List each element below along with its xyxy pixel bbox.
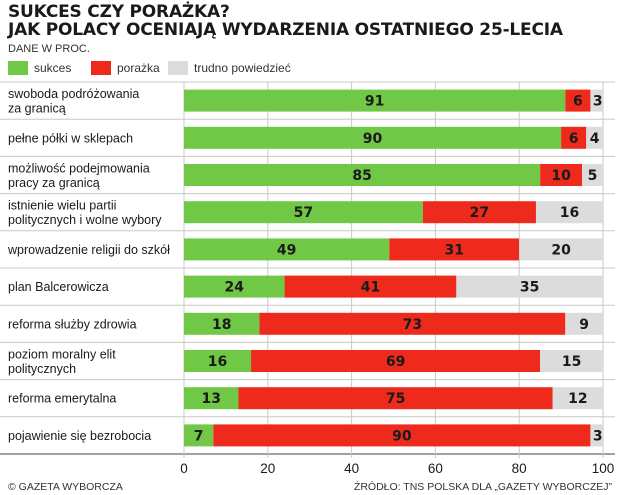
- bar-segment-porazka: [213, 424, 591, 447]
- x-tick-label: 80: [512, 461, 527, 476]
- data-label-sukces: 57: [294, 205, 313, 221]
- bar-segment-porazka: [284, 275, 457, 298]
- bar-segment-porazka: [422, 201, 536, 224]
- data-label-trudno-powiedziec: 3: [593, 428, 603, 444]
- bar-segment-sukces: [184, 238, 390, 261]
- data-label-trudno-powiedziec: 16: [560, 205, 579, 221]
- bar-segment-trudno-powiedziec: [540, 350, 603, 372]
- bar-segment-sukces: [184, 424, 214, 447]
- chart-title-line-1: SUKCES CZY PORAŻKA?: [8, 2, 230, 22]
- data-label-trudno-powiedziec: 20: [551, 242, 571, 258]
- bar-segment-porazka: [565, 89, 591, 112]
- data-label-porazka: 31: [445, 242, 464, 258]
- data-label-trudno-powiedziec: 9: [579, 317, 589, 333]
- data-label-porazka: 73: [403, 317, 422, 333]
- copyright-note: © GAZETA WYBORCZA: [8, 481, 123, 493]
- bar-segment-trudno-powiedziec: [552, 387, 603, 410]
- data-label-sukces: 91: [365, 94, 384, 110]
- bar-segment-trudno-powiedziec: [586, 126, 603, 149]
- data-label-porazka: 6: [573, 94, 583, 110]
- x-tick-label: 60: [428, 461, 443, 476]
- category-label: możliwość podejmowania: [8, 161, 150, 175]
- legend: sukces porażka trudno powiedzieć: [8, 60, 620, 76]
- category-label: plan Balcerowicza: [8, 280, 109, 294]
- x-tick-label: 0: [180, 461, 188, 476]
- legend-item-trudno-powiedziec: trudno powiedzieć: [168, 60, 291, 76]
- bar-segment-trudno-powiedziec: [565, 312, 603, 335]
- data-label-trudno-powiedziec: 4: [590, 131, 600, 147]
- category-label: reforma służby zdrowia: [8, 317, 137, 331]
- legend-label-porazka: porażka: [117, 61, 160, 75]
- bar-segment-sukces: [184, 126, 562, 149]
- data-label-porazka: 75: [386, 391, 405, 407]
- data-label-porazka: 41: [361, 280, 380, 296]
- chart-title-line-2: JAK POLACY OCENIAJĄ WYDARZENIA OSTATNIEG…: [8, 20, 563, 40]
- bar-segment-porazka: [561, 126, 587, 149]
- legend-item-sukces: sukces: [8, 60, 71, 76]
- bar-segment-trudno-powiedziec: [456, 275, 603, 298]
- data-label-sukces: 85: [352, 168, 371, 184]
- legend-item-porazka: porażka: [91, 60, 160, 76]
- data-label-porazka: 10: [551, 168, 571, 184]
- category-label: swoboda podróżowania: [8, 87, 139, 101]
- data-label-trudno-powiedziec: 3: [593, 94, 603, 110]
- data-label-porazka: 69: [386, 354, 405, 370]
- bar-segment-trudno-powiedziec: [519, 238, 603, 261]
- category-label: reforma emerytalna: [8, 392, 116, 406]
- bar-segment-trudno-powiedziec: [590, 424, 603, 447]
- bar-segment-sukces: [184, 350, 252, 372]
- data-label-sukces: 90: [363, 131, 383, 147]
- legend-swatch-porazka: [91, 61, 111, 75]
- legend-label-sukces: sukces: [34, 61, 72, 75]
- bar-segment-sukces: [184, 201, 423, 224]
- category-label: pracy za granicą: [8, 176, 100, 190]
- bar-segment-porazka: [389, 238, 520, 261]
- category-label: politycznych i wolne wybory: [8, 213, 162, 227]
- data-label-sukces: 24: [225, 280, 245, 296]
- category-label: pojawienie się bezrobocia: [8, 429, 151, 443]
- unit-note: DANE W PROC.: [8, 43, 90, 55]
- bar-segment-sukces: [184, 164, 541, 186]
- bar-segment-porazka: [259, 312, 566, 335]
- bar-segment-sukces: [184, 312, 260, 335]
- category-label: politycznych: [8, 362, 76, 376]
- data-label-porazka: 27: [470, 205, 489, 221]
- x-tick-label: 20: [260, 461, 275, 476]
- data-label-sukces: 18: [212, 317, 231, 333]
- data-label-trudno-powiedziec: 35: [520, 280, 539, 296]
- bar-segment-trudno-powiedziec: [590, 89, 603, 112]
- data-label-porazka: 6: [569, 131, 579, 147]
- data-label-porazka: 90: [392, 428, 412, 444]
- bar-segment-porazka: [540, 164, 583, 186]
- bar-segment-sukces: [184, 387, 239, 410]
- data-label-sukces: 7: [194, 428, 204, 444]
- bar-segment-sukces: [184, 89, 566, 112]
- data-label-trudno-powiedziec: 5: [588, 168, 598, 184]
- legend-swatch-trudno-powiedziec: [168, 61, 188, 75]
- category-label: wprowadzenie religii do szkół: [7, 243, 170, 257]
- x-tick-label: 40: [344, 461, 359, 476]
- x-tick-label: 100: [592, 461, 615, 476]
- bar-segment-porazka: [251, 350, 541, 372]
- category-label: istnienie wielu partii: [8, 198, 116, 212]
- data-label-sukces: 49: [277, 242, 296, 258]
- bar-segment-porazka: [238, 387, 553, 410]
- category-label: pełne półki w sklepach: [8, 131, 133, 145]
- bar-segment-sukces: [184, 275, 285, 298]
- data-label-trudno-powiedziec: 15: [562, 354, 581, 370]
- category-label: za granicą: [8, 101, 66, 115]
- bar-segment-trudno-powiedziec: [582, 164, 603, 186]
- data-label-sukces: 16: [208, 354, 227, 370]
- data-label-sukces: 13: [201, 391, 220, 407]
- category-label: poziom moralny elit: [8, 347, 116, 361]
- data-label-trudno-powiedziec: 12: [568, 391, 587, 407]
- source-note: ŹRÓDŁO: TNS POLSKA DLA „GAZETY WYBORCZEJ…: [353, 481, 612, 493]
- legend-swatch-sukces: [8, 61, 28, 75]
- legend-label-trudno-powiedziec: trudno powiedzieć: [194, 61, 291, 75]
- bar-segment-trudno-powiedziec: [535, 201, 603, 224]
